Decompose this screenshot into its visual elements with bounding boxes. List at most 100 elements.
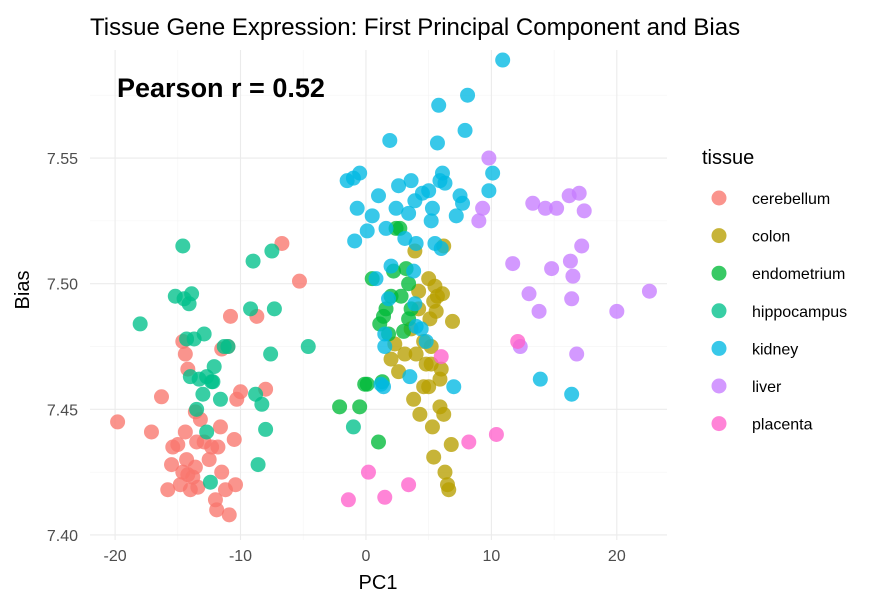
data-point-colon — [443, 437, 459, 453]
data-point-cerebellum — [153, 389, 169, 405]
data-point-cerebellum — [187, 459, 203, 475]
data-point-placenta — [377, 489, 393, 505]
data-point-kidney — [347, 233, 363, 249]
data-point-hippocampus — [250, 457, 266, 473]
legend-key-kidney — [711, 340, 727, 356]
data-point-kidney — [382, 132, 398, 148]
data-point-colon — [412, 406, 428, 422]
legend-key-endometrium — [711, 265, 727, 281]
legend-label-cerebellum: cerebellum — [752, 191, 830, 208]
data-point-kidney — [460, 87, 476, 103]
data-point-kidney — [376, 379, 392, 395]
data-point-placenta — [510, 333, 526, 349]
data-point-hippocampus — [189, 401, 205, 417]
data-point-colon — [426, 449, 442, 465]
x-tick-label: -20 — [104, 548, 127, 565]
data-point-cerebellum — [177, 346, 193, 362]
data-point-hippocampus — [182, 369, 198, 385]
x-axis-title: PC1 — [359, 572, 398, 594]
data-point-hippocampus — [258, 421, 274, 437]
data-point-kidney — [448, 208, 464, 224]
data-point-liver — [562, 253, 578, 269]
data-point-placenta — [461, 434, 477, 450]
data-point-cerebellum — [170, 437, 186, 453]
data-point-cerebellum — [226, 431, 242, 447]
data-point-hippocampus — [184, 286, 200, 302]
data-point-kidney — [481, 183, 497, 199]
data-point-colon — [424, 419, 440, 435]
data-point-kidney — [403, 173, 419, 189]
data-point-colon — [397, 346, 413, 362]
data-point-cerebellum — [190, 479, 206, 495]
data-point-kidney — [364, 208, 380, 224]
legend-label-placenta: placenta — [752, 417, 813, 434]
y-axis-title: Bias — [12, 271, 34, 310]
y-tick-label: 7.55 — [47, 151, 78, 168]
data-point-liver — [564, 291, 580, 307]
data-point-liver — [574, 238, 590, 254]
data-point-colon — [434, 286, 450, 302]
data-point-kidney — [368, 271, 384, 287]
data-point-placenta — [488, 426, 504, 442]
x-tick-label: 10 — [482, 548, 500, 565]
data-point-liver — [569, 346, 585, 362]
data-point-liver — [544, 261, 560, 277]
data-point-endometrium — [401, 276, 417, 292]
data-point-liver — [565, 268, 581, 284]
data-point-kidney — [349, 200, 365, 216]
data-point-endometrium — [332, 399, 348, 415]
data-point-kidney — [446, 379, 462, 395]
data-point-kidney — [424, 200, 440, 216]
data-point-colon — [391, 364, 407, 380]
data-point-cerebellum — [212, 419, 228, 435]
data-point-kidney — [433, 241, 449, 257]
data-point-liver — [475, 200, 491, 216]
data-point-placenta — [433, 349, 449, 365]
data-point-kidney — [391, 178, 407, 194]
data-point-colon — [436, 406, 452, 422]
data-point-kidney — [532, 371, 548, 387]
data-point-hippocampus — [220, 339, 236, 355]
data-point-liver — [531, 303, 547, 319]
data-point-cerebellum — [228, 477, 244, 493]
data-point-colon — [408, 346, 424, 362]
x-tick-label: 0 — [362, 548, 371, 565]
data-point-liver — [576, 203, 592, 219]
legend-items: cerebellum colon endometrium hippocampus kid… — [711, 190, 847, 434]
data-point-kidney — [383, 258, 399, 274]
data-point-cerebellum — [210, 439, 226, 455]
data-point-kidney — [371, 188, 386, 204]
data-point-liver — [525, 195, 541, 211]
data-point-kidney — [485, 165, 501, 181]
data-point-hippocampus — [202, 474, 218, 490]
legend-label-hippocampus: hippocampus — [752, 304, 847, 321]
data-point-liver — [571, 185, 587, 201]
data-point-hippocampus — [254, 396, 270, 412]
x-tick-label: -10 — [229, 548, 252, 565]
data-point-kidney — [431, 97, 447, 113]
y-tick-label: 7.40 — [47, 528, 78, 545]
data-point-placenta — [340, 492, 356, 508]
data-point-kidney — [408, 235, 424, 251]
data-point-cerebellum — [110, 414, 126, 430]
legend-label-endometrium: endometrium — [752, 266, 845, 283]
data-point-colon — [445, 313, 461, 329]
data-point-colon — [416, 379, 432, 395]
data-point-cerebellum — [164, 457, 180, 473]
legend-title: tissue — [702, 147, 754, 169]
data-point-cerebellum — [221, 507, 237, 523]
data-point-endometrium — [371, 434, 386, 450]
data-point-liver — [481, 150, 497, 166]
data-point-hippocampus — [263, 346, 279, 362]
legend-key-placenta — [711, 416, 727, 432]
data-point-cerebellum — [291, 273, 307, 289]
data-point-colon — [383, 351, 399, 367]
data-point-kidney — [397, 230, 413, 246]
data-point-kidney — [401, 205, 417, 221]
y-tick-label: 7.45 — [47, 402, 78, 419]
data-point-liver — [549, 200, 565, 216]
data-point-hippocampus — [206, 359, 222, 375]
data-point-kidney — [429, 135, 445, 151]
data-point-hippocampus — [195, 386, 211, 402]
data-point-liver — [521, 286, 537, 302]
